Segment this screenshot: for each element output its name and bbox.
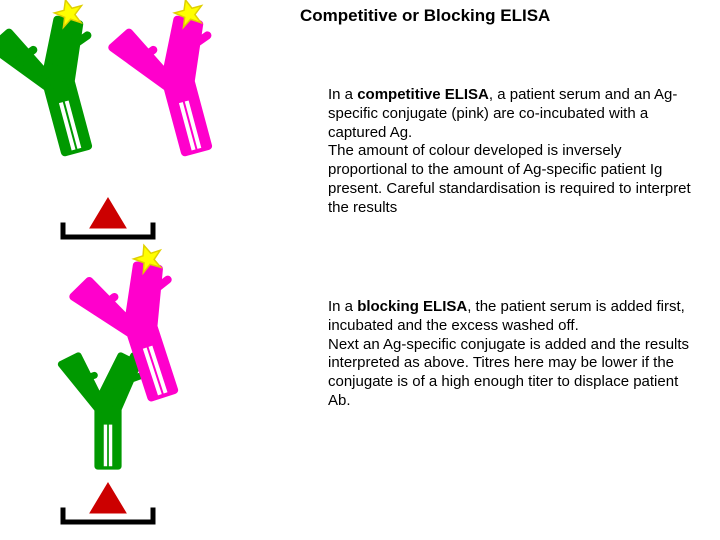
antibody-conjugate-icon <box>105 0 237 163</box>
p1-lead: In a <box>328 86 357 103</box>
p2-body2: Next an Ag-specific conjugate is added a… <box>328 336 689 409</box>
p1-bold: competitive ELISA <box>357 86 489 103</box>
antigen-icon <box>90 198 126 228</box>
p2-bold: blocking ELISA <box>357 298 467 315</box>
antibody-patient-bound-icon <box>61 356 142 467</box>
antibody-patient-icon <box>0 0 117 163</box>
competitive-paragraph: In a competitive ELISA, a patient serum … <box>328 86 698 217</box>
blocking-paragraph: In a blocking ELISA, the patient serum i… <box>328 298 698 411</box>
page-title: Competitive or Blocking ELISA <box>300 6 710 26</box>
antigen-icon <box>90 483 126 513</box>
elisa-diagram <box>0 0 300 540</box>
p1-body2: The amount of colour developed is invers… <box>328 142 691 215</box>
p2-lead: In a <box>328 298 357 315</box>
